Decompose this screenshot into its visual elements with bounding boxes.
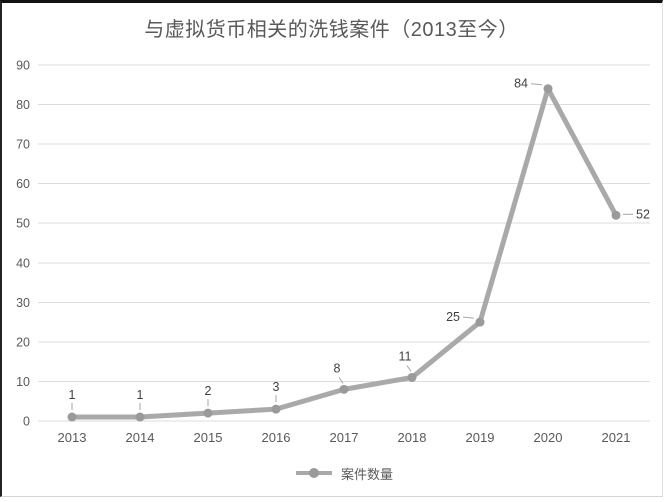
legend-label: 案件数量 [340, 466, 393, 482]
data-label: 2 [205, 384, 212, 398]
x-tick-label: 2014 [126, 430, 155, 445]
x-tick-label: 2015 [194, 430, 223, 445]
x-tick-label: 2013 [58, 430, 87, 445]
y-tick-label: 50 [16, 217, 30, 231]
data-label-leader-line [530, 83, 543, 86]
y-tick-label: 30 [16, 296, 30, 310]
y-tick-label: 20 [16, 335, 30, 349]
x-tick-label: 2019 [466, 430, 495, 445]
data-point [135, 412, 145, 422]
x-tick-label: 2017 [330, 430, 359, 445]
data-point [271, 404, 281, 414]
chart-title: 与虚拟货币相关的洗钱案件（2013至今） [144, 19, 519, 41]
data-label: 3 [273, 380, 280, 394]
y-tick-label: 0 [23, 415, 30, 429]
data-label: 52 [636, 207, 650, 221]
data-label: 11 [399, 349, 412, 363]
x-tick-label: 2020 [534, 430, 563, 445]
data-label: 25 [446, 310, 460, 324]
y-tick-label: 70 [16, 138, 30, 152]
x-tick-label: 2016 [262, 430, 291, 445]
y-tick-label: 80 [16, 98, 30, 112]
data-point [611, 210, 621, 220]
y-tick-label: 40 [16, 256, 30, 270]
data-label: 8 [334, 361, 341, 375]
series-line [69, 86, 619, 420]
data-point [203, 408, 213, 418]
data-point [543, 84, 553, 94]
data-label: 1 [137, 388, 144, 402]
y-tick-label: 10 [16, 375, 30, 389]
data-label-leader-line [406, 365, 412, 372]
data-point [339, 384, 349, 394]
data-label-leader-line [338, 377, 344, 384]
data-label: 84 [514, 77, 528, 91]
y-tick-label: 60 [16, 177, 30, 191]
data-label-leader-line [462, 316, 475, 319]
data-point [475, 317, 485, 327]
legend: 案件数量 [38, 462, 650, 484]
data-point [67, 412, 77, 422]
legend-line-marker-icon [295, 468, 332, 478]
data-label: 1 [69, 388, 76, 402]
y-tick-label: 90 [16, 59, 30, 73]
x-tick-label: 2021 [602, 430, 631, 445]
x-tick-label: 2018 [398, 430, 427, 445]
data-point [407, 372, 417, 382]
